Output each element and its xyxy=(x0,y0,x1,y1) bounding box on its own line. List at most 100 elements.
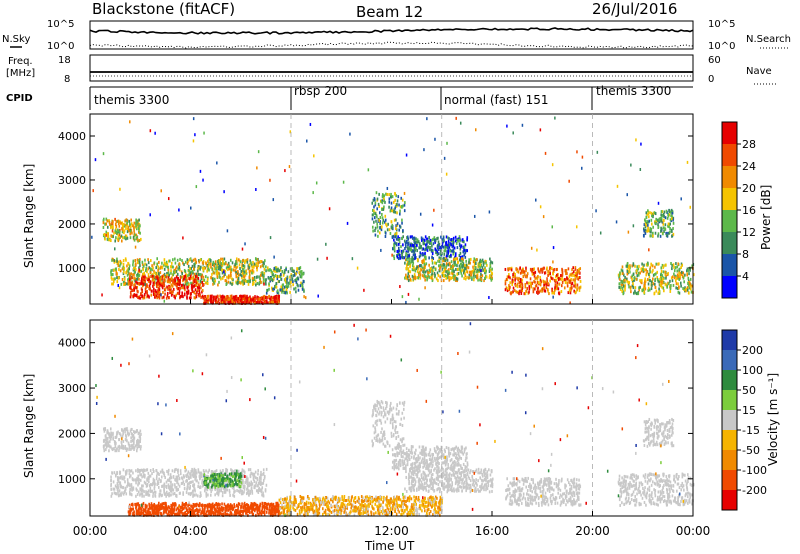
velocity-echo-cell xyxy=(133,446,136,450)
power-echo-cell xyxy=(446,276,449,280)
velocity-echo-cell xyxy=(129,429,132,433)
velocity-echo-cell xyxy=(197,485,199,489)
power-echo-cell xyxy=(557,287,560,291)
power-echo-cell xyxy=(185,273,188,277)
power-echo-cell xyxy=(379,222,381,226)
power-scatter-cell xyxy=(424,286,426,290)
power-echo-cell xyxy=(227,274,230,278)
power-echo-cell xyxy=(117,222,120,226)
power-echo-cell xyxy=(154,272,157,276)
velocity-echo-cell xyxy=(170,493,172,497)
velocity-echo-cell xyxy=(211,474,214,478)
power-echo-cell xyxy=(449,249,452,253)
power-echo-cell xyxy=(386,193,389,197)
power-echo-cell xyxy=(142,267,144,271)
power-echo-cell xyxy=(182,295,184,299)
power-echo-cell xyxy=(443,270,445,274)
velocity-echo-cell xyxy=(216,486,219,490)
power-echo-cell xyxy=(507,268,510,272)
power-echo-cell xyxy=(387,222,389,226)
power-echo-cell xyxy=(116,276,118,280)
power-echo-cell xyxy=(207,301,209,305)
power-echo-cell xyxy=(193,284,195,288)
velocity-echo-cell xyxy=(170,483,172,487)
power-echo-cell xyxy=(249,269,251,273)
velocity-echo-cell xyxy=(210,485,213,489)
velocity-echo-cell xyxy=(167,483,170,487)
power-echo-cell xyxy=(412,266,415,270)
power-echo-cell xyxy=(657,218,659,222)
velocity-echo-cell xyxy=(133,442,135,446)
power-echo-cell xyxy=(659,283,662,287)
power-echo-cell xyxy=(408,261,411,265)
velocity-echo-cell xyxy=(258,488,261,492)
power-echo-cell xyxy=(141,262,144,266)
velocity-echo-cell xyxy=(241,475,244,479)
power-echo-cell xyxy=(451,244,454,248)
power-echo-cell xyxy=(446,258,448,262)
velocity-echo-cell xyxy=(129,484,131,488)
power-echo-cell xyxy=(220,263,222,267)
power-echo-cell xyxy=(133,272,135,276)
velocity-echo-cell xyxy=(251,482,254,486)
power-echo-cell xyxy=(453,246,456,250)
power-echo-cell xyxy=(447,249,450,253)
power-echo-cell xyxy=(136,258,139,262)
power-echo-cell xyxy=(509,281,511,285)
power-echo-cell xyxy=(642,288,645,292)
velocity-echo-cell xyxy=(192,484,194,488)
power-echo-cell xyxy=(246,279,249,283)
power-echo-cell xyxy=(618,282,621,286)
power-echo-cell xyxy=(129,228,132,232)
velocity-echo-cell xyxy=(103,444,105,448)
velocity-echo-cell xyxy=(152,481,155,485)
velocity-echo-cell xyxy=(116,485,118,489)
power-echo-cell xyxy=(488,270,491,274)
power-echo-cell xyxy=(177,267,179,271)
power-echo-cell xyxy=(377,234,379,238)
power-echo-cell xyxy=(251,298,254,302)
velocity-echo-cell xyxy=(149,486,152,490)
power-echo-cell xyxy=(179,295,182,299)
power-echo-cell xyxy=(622,279,625,283)
power-echo-cell xyxy=(189,277,191,281)
power-echo-cell xyxy=(395,218,397,222)
velocity-echo-cell xyxy=(226,488,229,492)
velocity-echo-cell xyxy=(171,487,174,491)
power-echo-cell xyxy=(414,248,416,252)
noise-right-tick-bottom: 10^0 xyxy=(708,41,735,52)
velocity-echo-cell xyxy=(106,429,109,433)
power-echo-cell xyxy=(179,257,181,261)
power-echo-cell xyxy=(237,270,239,274)
power-echo-cell xyxy=(226,263,229,267)
power-echo-cell xyxy=(439,265,442,269)
velocity-echo-cell xyxy=(183,486,186,490)
power-echo-cell xyxy=(555,278,558,282)
power-echo-cell xyxy=(251,265,254,269)
power-echo-cell xyxy=(654,285,657,289)
velocity-echo-cell xyxy=(129,487,132,491)
power-echo-cell xyxy=(669,285,671,289)
power-echo-cell xyxy=(402,204,404,208)
cpid-label: CPID xyxy=(6,93,33,104)
power-echo-cell xyxy=(158,288,161,292)
power-echo-cell xyxy=(197,269,199,273)
power-echo-cell xyxy=(679,276,681,280)
power-echo-cell xyxy=(666,284,669,288)
power-echo-cell xyxy=(192,278,195,282)
power-echo-cell xyxy=(691,264,693,268)
power-echo-cell xyxy=(247,267,250,271)
power-echo-cell xyxy=(202,261,205,265)
power-echo-cell xyxy=(374,233,377,237)
velocity-echo-cell xyxy=(226,483,229,487)
power-scatter-cell xyxy=(599,231,602,235)
velocity-echo-cell xyxy=(165,494,167,498)
power-echo-cell xyxy=(132,263,134,267)
power-echo-cell xyxy=(624,284,626,288)
power-echo-cell xyxy=(485,275,488,279)
power-echo-cell xyxy=(220,295,223,299)
power-echo-cell xyxy=(484,266,486,270)
power-echo-cell xyxy=(489,265,492,269)
velocity-echo-cell xyxy=(247,468,250,472)
power-echo-cell xyxy=(388,193,390,197)
